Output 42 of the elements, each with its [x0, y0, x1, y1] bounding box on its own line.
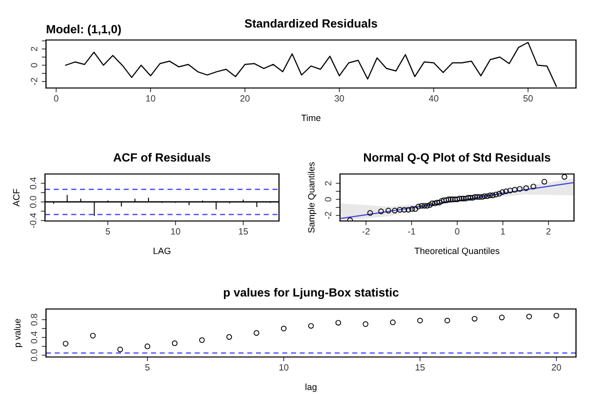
x-tick-label: 2 [546, 228, 551, 234]
x-tick-label: 10 [171, 228, 180, 235]
x-axis-title: lag [306, 383, 316, 392]
x-tick-label: 1 [501, 228, 505, 234]
y-tick-label: 0.0 [30, 196, 36, 208]
x-tick-label: 15 [238, 228, 248, 235]
y-axis-title: Sample Quantiles [308, 162, 316, 233]
y-tick-label: 0 [324, 197, 332, 202]
x-axis-title: LAG [154, 248, 170, 254]
x-tick-label: -2 [362, 228, 370, 234]
y-tick-label: 0.4 [30, 331, 38, 344]
y-tick-label: -2 [30, 78, 38, 86]
y-tick-label: -0.4 [30, 213, 36, 228]
x-tick-label: 40 [428, 95, 438, 102]
x-axis-title: Time [301, 114, 320, 122]
chart-title: ACF of Residuals [113, 152, 210, 162]
y-tick-label: 0.0 [30, 349, 38, 362]
y-axis-title: p value [14, 318, 22, 347]
y-tick-label: -2 [324, 212, 332, 219]
y-tick-label: 2 [324, 181, 332, 186]
x-tick-label: -1 [408, 228, 416, 234]
chart-title: Normal Q-Q Plot of Std Residuals [364, 152, 550, 164]
x-tick-label: 10 [146, 95, 156, 102]
x-tick-label: 50 [523, 95, 533, 102]
x-tick-label: 30 [334, 95, 344, 102]
x-tick-label: 0 [54, 95, 58, 102]
x-axis-title: Theoretical Quantiles [414, 247, 500, 256]
text: Model: (1,1,0) [46, 24, 121, 36]
x-tick-label: 0 [455, 228, 460, 235]
x-tick-label: 10 [279, 364, 288, 371]
y-axis-title: ACF [13, 188, 20, 207]
x-tick-label: 5 [145, 364, 150, 371]
y-tick-label: 2 [30, 46, 38, 52]
x-tick-label: 5 [106, 228, 110, 235]
chart-title: p values for Ljung-Box statistic [224, 288, 399, 299]
x-tick-label: 15 [416, 364, 425, 371]
y-tick-label: 0.4 [30, 177, 36, 190]
chart-title: Standardized Residuals [244, 18, 378, 28]
x-tick-label: 20 [240, 95, 250, 102]
y-tick-label: 0 [30, 63, 38, 68]
y-tick-label: 0.8 [30, 314, 38, 326]
x-tick-label: 20 [552, 364, 562, 371]
